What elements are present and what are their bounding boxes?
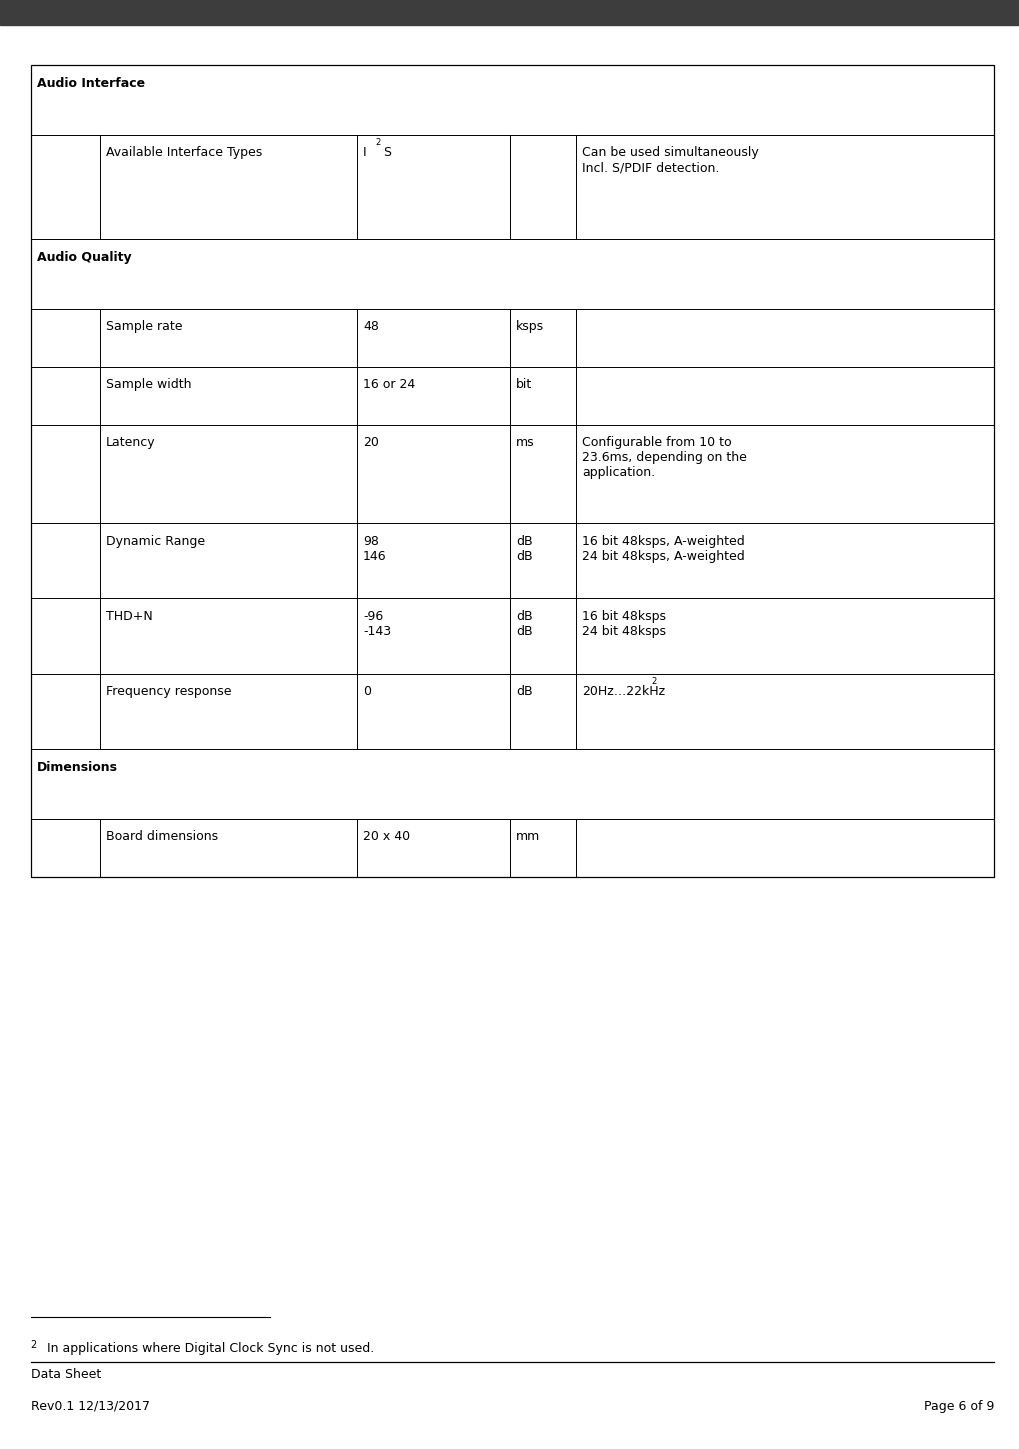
Text: Dynamic Range: Dynamic Range [106,535,205,548]
Text: dB: dB [516,685,532,698]
Text: Latency: Latency [106,436,156,449]
Text: Data Sheet: Data Sheet [31,1368,101,1381]
Bar [31,65,994,877]
Text: Board dimensions: Board dimensions [106,830,218,843]
Text: Page 6 of 9: Page 6 of 9 [923,1400,994,1413]
Text: Sample rate: Sample rate [106,320,182,333]
Text: 98
146: 98 146 [363,535,386,562]
Text: THD+N: THD+N [106,610,153,623]
Text: 16 or 24: 16 or 24 [363,378,415,391]
Text: 2: 2 [31,1340,37,1350]
Text: 16 bit 48ksps, A-weighted
24 bit 48ksps, A-weighted: 16 bit 48ksps, A-weighted 24 bit 48ksps,… [582,535,745,562]
Text: 0: 0 [363,685,371,698]
Text: Sample width: Sample width [106,378,192,391]
Text: dB
dB: dB dB [516,610,532,638]
Text: mm: mm [516,830,540,843]
Text: 48: 48 [363,320,379,333]
Text: Rev0.1 12/13/2017: Rev0.1 12/13/2017 [31,1400,150,1413]
Text: Configurable from 10 to
23.6ms, depending on the
application.: Configurable from 10 to 23.6ms, dependin… [582,436,747,480]
Text: Available Interface Types: Available Interface Types [106,146,262,159]
Text: S: S [383,146,391,159]
Text: I: I [363,146,367,159]
Text: 20: 20 [363,436,379,449]
Text: ksps: ksps [516,320,544,333]
Bar [0,0,1019,25]
Text: dB
dB: dB dB [516,535,532,562]
Text: 2: 2 [375,138,380,146]
Text: 20 x 40: 20 x 40 [363,830,410,843]
Text: 2: 2 [651,677,656,685]
Text: -96
-143: -96 -143 [363,610,391,638]
Text: Frequency response: Frequency response [106,685,231,698]
Text: Audio Quality: Audio Quality [37,251,131,264]
Text: Audio Interface: Audio Interface [37,77,145,90]
Text: bit: bit [516,378,532,391]
Text: 20Hz…22kHz: 20Hz…22kHz [582,685,664,698]
Text: 16 bit 48ksps
24 bit 48ksps: 16 bit 48ksps 24 bit 48ksps [582,610,665,638]
Text: Dimensions: Dimensions [37,761,117,774]
Text: ms: ms [516,436,534,449]
Text: Can be used simultaneously
Incl. S/PDIF detection.: Can be used simultaneously Incl. S/PDIF … [582,146,758,174]
Text: In applications where Digital Clock Sync is not used.: In applications where Digital Clock Sync… [43,1342,374,1355]
